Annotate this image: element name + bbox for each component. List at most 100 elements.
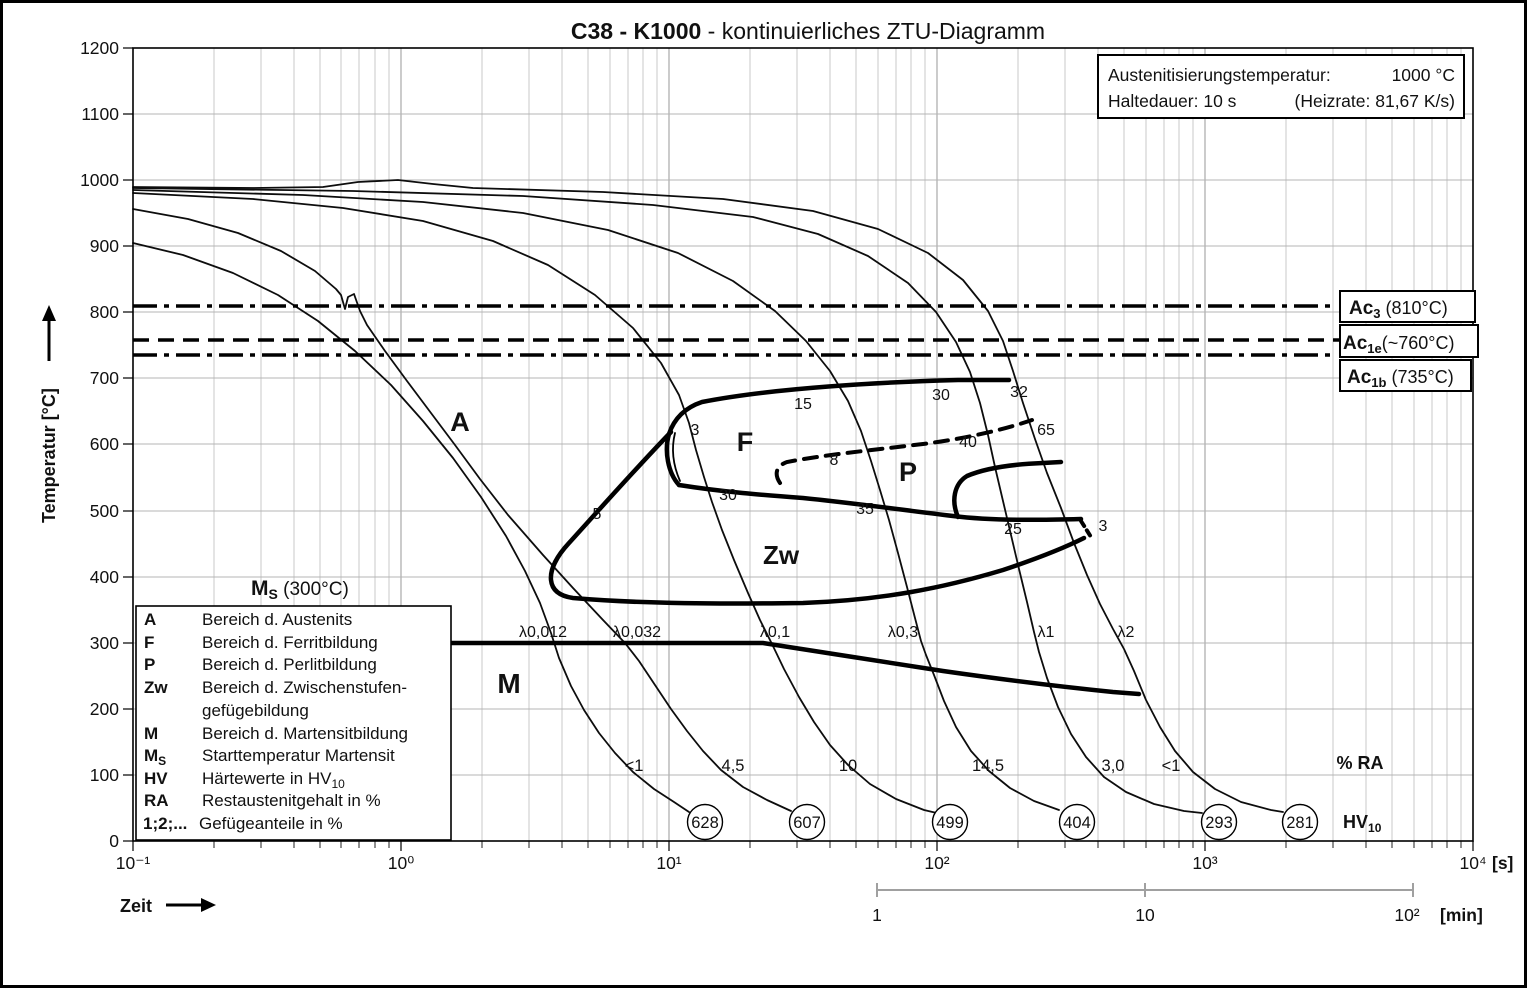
fraction-30-lower: 30 (719, 487, 737, 504)
cooling-curve-lambda-1 (132, 187, 1203, 814)
fraction-3-zw: 3 (1099, 518, 1108, 535)
y-axis-ticks (123, 47, 133, 842)
legend-desc-ra: Restaustenitgehalt in % (202, 791, 381, 810)
x-tick-10000s: 10⁴ (1460, 853, 1487, 873)
hv-circle-293: 293 (1200, 803, 1238, 841)
restaustenit-values: <1 4,5 10 14,5 3,0 <1 (625, 757, 1181, 775)
y-tick-0: 0 (109, 831, 119, 851)
region-labels: A F P Zw M (450, 407, 917, 699)
x-axis-unit-seconds: [s] (1492, 853, 1513, 873)
region-label-ferrite: F (737, 427, 754, 457)
y-tick-900: 900 (90, 236, 119, 256)
y-tick-600: 600 (90, 434, 119, 454)
svg-text:628: 628 (691, 814, 719, 832)
svg-text:607: 607 (793, 814, 821, 832)
svg-text:499: 499 (936, 814, 964, 832)
ra-value-5: 3,0 (1102, 757, 1125, 775)
min-tick-10: 10 (1135, 905, 1155, 925)
ms-start-label: MS (300°C) (251, 577, 349, 602)
cooling-curve-lambda-0012 (132, 242, 690, 813)
y-axis-title: Temperatur [°C] (39, 388, 59, 523)
y-tick-800: 800 (90, 302, 119, 322)
y-tick-1200: 1200 (80, 38, 119, 58)
legend-box: A Bereich d. Austenits F Bereich d. Ferr… (135, 605, 452, 841)
plot-frame (132, 47, 1474, 842)
ra-column-header: % RA (1336, 753, 1383, 773)
svg-text:404: 404 (1063, 814, 1091, 832)
lambda-label-0032: λ0,032 (613, 624, 661, 641)
phase-fraction-annotations: 3 15 30 32 65 40 8 30 35 25 3 5 (593, 384, 1108, 538)
legend-desc-fractions: Gefügeanteile in % (199, 814, 343, 833)
x-tick-100s: 10² (924, 853, 949, 873)
hv-circle-404: 404 (1058, 803, 1096, 841)
svg-text:Ac1e(~760°C): Ac1e(~760°C) (1343, 333, 1455, 356)
svg-text:Ac3 (810°C): Ac3 (810°C) (1349, 298, 1448, 321)
legend-row-a: A (144, 610, 156, 629)
zw-boundary (548, 429, 1087, 606)
ztu-chart-canvas: C38 - K1000 - kontinuierliches ZTU-Diagr… (39, 18, 1513, 925)
zw-right-dashed-closure (1079, 519, 1093, 539)
y-axis-tick-labels: 1200 1100 1000 900 800 700 600 500 400 3… (80, 38, 119, 851)
ac3-label-box: Ac3 (810°C) (1339, 290, 1476, 323)
ra-value-1: <1 (625, 757, 644, 775)
hv-circle-499: 499 (931, 803, 969, 841)
y-tick-200: 200 (90, 699, 119, 719)
austenitization-info-box: Austenitisierungstemperatur: 1000 °C Hal… (1097, 54, 1465, 119)
legend-row-f: F (144, 633, 154, 652)
minutes-axis: 1 10 10² [min] (872, 883, 1483, 925)
region-label-austenite: A (450, 407, 470, 437)
legend-row-fractions: 1;2;... (143, 814, 187, 833)
legend-row-hv: HV (144, 769, 168, 788)
page-title: C38 - K1000 - kontinuierliches ZTU-Diagr… (571, 18, 1045, 44)
svg-text:293: 293 (1205, 814, 1233, 832)
legend-desc-p: Bereich d. Perlitbildung (202, 655, 377, 674)
ac1e-sub: 1e (1367, 341, 1381, 356)
legend-row-m: M (144, 724, 158, 743)
legend-desc-hv: Härtewerte in HV10 (202, 769, 345, 791)
y-tick-400: 400 (90, 567, 119, 587)
x-axis-tick-labels: 10⁻¹ 10⁰ 10¹ 10² 10³ 10⁴ (116, 853, 1487, 873)
region-label-zwischenstufe: Zw (763, 540, 800, 570)
legend-desc-f: Bereich d. Ferritbildung (202, 633, 378, 652)
x-tick-10s: 10¹ (656, 853, 681, 873)
hv-column-header: HV10 (1343, 812, 1382, 835)
y-tick-700: 700 (90, 368, 119, 388)
fraction-65: 65 (1037, 422, 1055, 439)
lambda-label-03: λ0,3 (888, 624, 918, 641)
legend-row-p: P (144, 655, 155, 674)
legend-desc-m: Bereich d. Martensitbildung (202, 724, 408, 743)
ferrite-perlite-dashed-divider (774, 418, 1034, 485)
ms-label-temp: (300°C) (278, 579, 349, 600)
legend-desc-ms: Starttemperatur Martensit (202, 746, 395, 765)
title-rest-part: - kontinuierliches ZTU-Diagramm (701, 18, 1045, 44)
x-tick-1s: 10⁰ (388, 853, 414, 873)
y-tick-500: 500 (90, 501, 119, 521)
fraction-8: 8 (830, 452, 839, 469)
min-tick-1: 1 (872, 905, 882, 925)
legend-row-ra: RA (144, 791, 169, 810)
phase-boundaries (444, 377, 1142, 697)
title-bold-part: C38 - K1000 (571, 18, 701, 44)
y-tick-1000: 1000 (80, 170, 119, 190)
ra-value-6: <1 (1162, 757, 1181, 775)
fraction-40: 40 (959, 434, 977, 451)
ra-value-3: 10 (839, 757, 857, 775)
y-tick-300: 300 (90, 633, 119, 653)
x-axis-arrow-icon (166, 898, 216, 912)
hv-hardness-values: 628 607 499 404 293 281 (686, 803, 1319, 841)
ferrite-start-boundary (664, 377, 1012, 488)
ra-value-4: 14,5 (972, 757, 1004, 775)
y-axis-arrow-icon (42, 305, 56, 361)
ac1b-value: (735°C) (1386, 367, 1453, 387)
grid-horizontal (133, 113, 1473, 776)
fraction-15: 15 (794, 396, 812, 413)
legend-desc-a: Bereich d. Austenits (202, 610, 352, 629)
region-label-perlite: P (899, 457, 917, 487)
fraction-5: 5 (593, 506, 602, 523)
x-tick-1000s: 10³ (1192, 853, 1217, 873)
legend-desc-zw: Bereich d. Zwischenstufen- (202, 678, 407, 697)
x-axis-ticks (132, 841, 1474, 851)
ac-lines (133, 304, 1340, 357)
lambda-label-2: λ2 (1118, 624, 1135, 641)
